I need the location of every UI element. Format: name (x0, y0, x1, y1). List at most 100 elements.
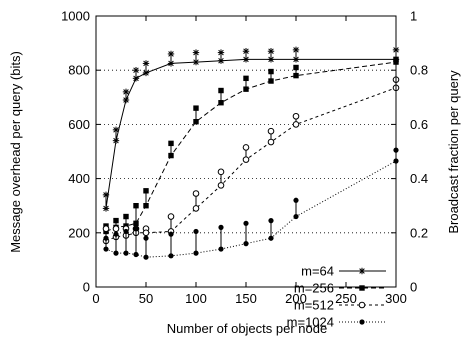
y-tick-label: 600 (68, 117, 90, 132)
x-tick-label: 100 (185, 291, 207, 306)
data-point (243, 86, 249, 92)
data-point (132, 75, 140, 82)
data-point (102, 191, 110, 199)
series-m=64 (102, 46, 400, 212)
data-point (242, 144, 250, 151)
y2-tick-label: 0.8 (410, 63, 428, 78)
x-tick-label: 250 (335, 291, 357, 306)
data-point (267, 48, 275, 55)
data-point (243, 220, 249, 226)
data-point (112, 225, 120, 233)
data-point (133, 251, 139, 258)
data-point (242, 48, 250, 55)
data-point (218, 224, 224, 230)
y2-tick-label: 0 (410, 280, 417, 295)
data-point (167, 50, 175, 58)
legend-label: m=64 (301, 264, 334, 279)
data-point (133, 220, 139, 227)
legend-item: m=512 (294, 298, 386, 313)
data-point (122, 88, 130, 96)
data-point (192, 49, 200, 56)
data-point (193, 105, 199, 111)
data-point (113, 250, 119, 256)
data-point (217, 168, 225, 176)
y2-tick-label: 0.4 (410, 171, 428, 186)
data-point (268, 78, 274, 84)
data-point (268, 218, 274, 224)
y-axis-label: Message overhead per query (bits) (8, 51, 23, 253)
series-m=256 (103, 56, 399, 235)
data-point (243, 75, 249, 82)
legend-marker (359, 285, 365, 291)
series-line (105, 58, 396, 209)
data-point (132, 67, 140, 74)
y2-tick-label: 0.6 (410, 117, 428, 132)
y2-tick-label: 1 (410, 9, 417, 24)
data-point (217, 57, 225, 64)
y-tick-label: 1000 (61, 9, 90, 24)
data-point (168, 140, 174, 147)
data-point (133, 203, 139, 209)
data-point (168, 152, 174, 159)
data-point (292, 56, 300, 63)
x-tick-label: 300 (385, 291, 407, 306)
data-point (102, 225, 110, 233)
data-point (113, 217, 119, 224)
legend-item: m=64 (301, 264, 386, 279)
series-m=512 (102, 76, 400, 245)
data-point (142, 229, 150, 237)
legend-marker (358, 301, 366, 309)
data-point (123, 250, 129, 256)
data-point (268, 235, 274, 241)
data-point (193, 250, 199, 256)
data-point (193, 228, 199, 235)
data-point (242, 156, 250, 163)
data-point (267, 127, 275, 135)
data-point (142, 60, 150, 67)
data-point (267, 56, 275, 63)
x-tick-label: 0 (92, 291, 99, 306)
legend-item: m=1024 (287, 315, 386, 330)
legend-marker (358, 267, 366, 275)
series-line (105, 160, 397, 258)
y2-tick-label: 0.2 (410, 225, 428, 240)
data-point (143, 254, 149, 260)
y-tick-label: 200 (68, 225, 90, 240)
legend-item: m=256 (294, 281, 386, 296)
data-point (143, 235, 149, 241)
data-point (217, 182, 225, 189)
legend: m=64 m=256 m=512 m=1024 (287, 264, 386, 330)
x-axis-label: Number of objects per node (167, 321, 327, 336)
data-point (293, 213, 299, 220)
data-point (217, 49, 225, 56)
data-point (243, 241, 249, 247)
x-tick-label: 200 (285, 291, 307, 306)
data-point (192, 190, 200, 197)
y-tick-label: 400 (68, 171, 90, 186)
data-point (268, 68, 274, 75)
data-point (267, 138, 275, 146)
data-point (293, 64, 299, 71)
data-point (143, 188, 149, 194)
data-point (168, 231, 174, 237)
data-point (242, 56, 250, 63)
data-point (292, 46, 300, 54)
data-point (167, 213, 175, 220)
y-tick-label: 800 (68, 63, 90, 78)
legend-label: m=256 (294, 281, 334, 296)
data-point (113, 231, 119, 237)
data-point (292, 121, 300, 128)
data-point (143, 203, 149, 209)
legend-marker (359, 319, 365, 325)
series-line (105, 87, 397, 242)
data-point (293, 197, 299, 203)
data-point (112, 137, 120, 144)
y-tick-label: 0 (83, 280, 90, 295)
data-point (193, 118, 199, 125)
data-point (123, 213, 129, 220)
y2-axis-label: Broadcast fraction per query (446, 70, 461, 234)
data-point (133, 226, 139, 232)
data-point (168, 253, 174, 259)
data-point (292, 112, 300, 120)
